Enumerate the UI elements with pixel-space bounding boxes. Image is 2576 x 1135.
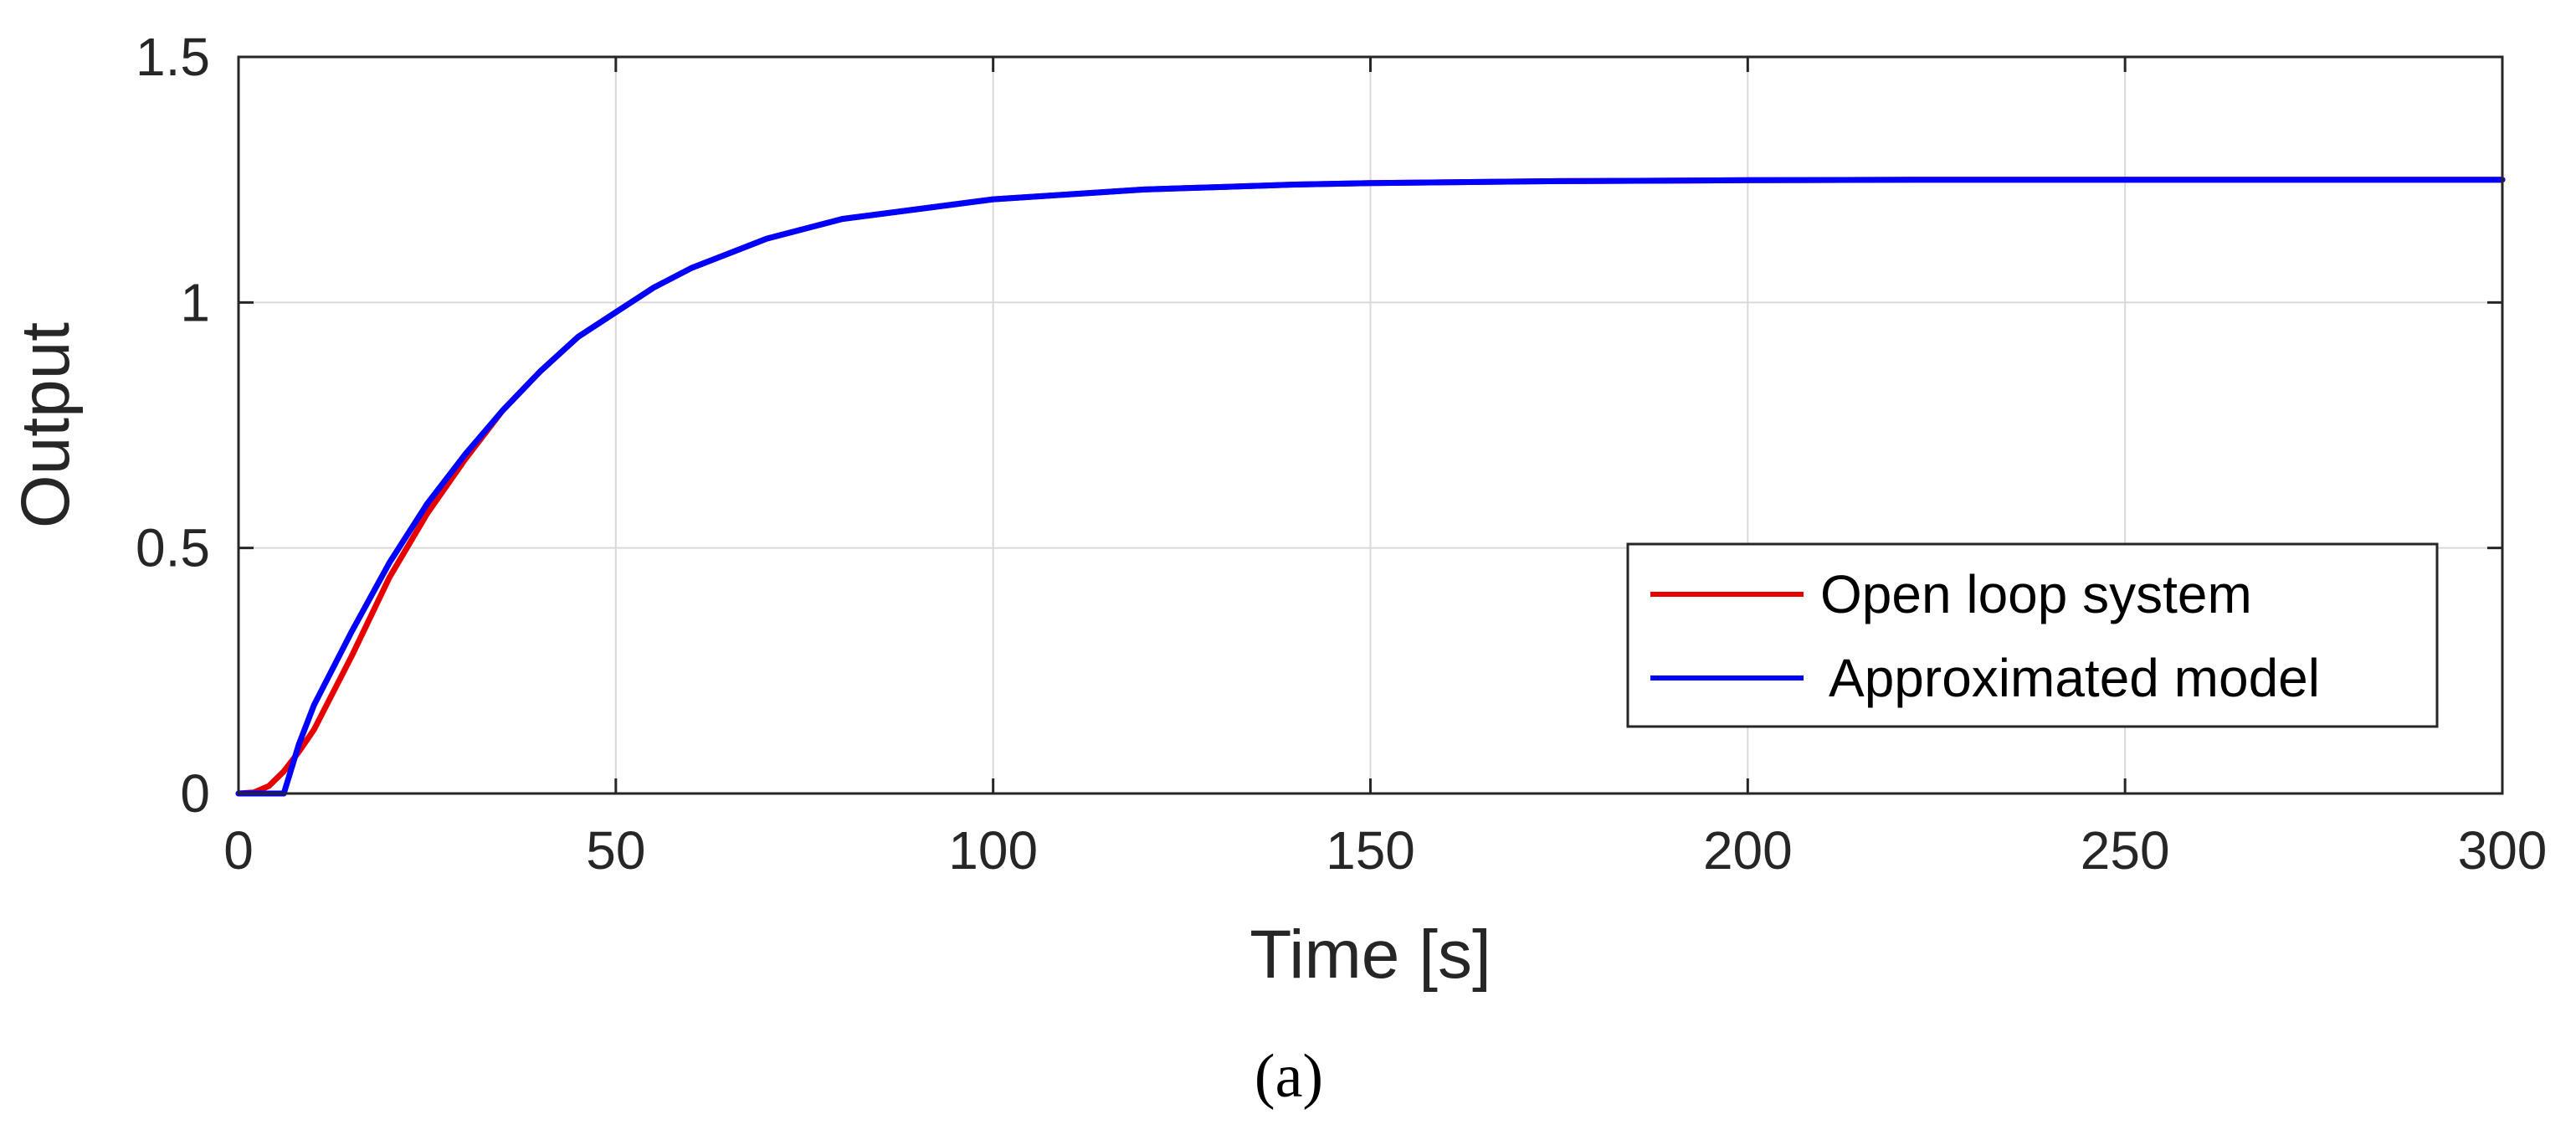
y-axis-title: Output (8, 322, 84, 528)
figure-caption: (a) (1255, 1042, 1323, 1111)
legend: Open loop system Approximated model (1626, 542, 2439, 728)
x-tick-label: 200 (1703, 820, 1793, 881)
x-axis-title: Time [s] (1250, 917, 1491, 993)
x-tick-label: 150 (1326, 820, 1415, 881)
x-tick-label: 250 (2081, 820, 2170, 881)
y-tick-label: 0 (180, 763, 210, 824)
axis-ticks: 0 50 100 150 200 250 300 0 0.5 1 1.5 (136, 27, 2547, 881)
x-tick-label: 50 (586, 820, 645, 881)
x-tick-label: 300 (2458, 820, 2548, 881)
y-tick-label: 0.5 (136, 518, 210, 578)
y-tick-label: 1 (180, 272, 210, 332)
x-tick-label: 0 (223, 820, 254, 881)
legend-label-open-loop-system: Open loop system (1820, 564, 2252, 624)
series-lines (235, 177, 2506, 797)
series-line-1 (235, 177, 2506, 797)
legend-label-approximated-model: Approximated model (1829, 648, 2320, 708)
legend-box (1626, 542, 2439, 728)
y-tick-label: 1.5 (136, 27, 210, 87)
x-tick-label: 100 (948, 820, 1038, 881)
